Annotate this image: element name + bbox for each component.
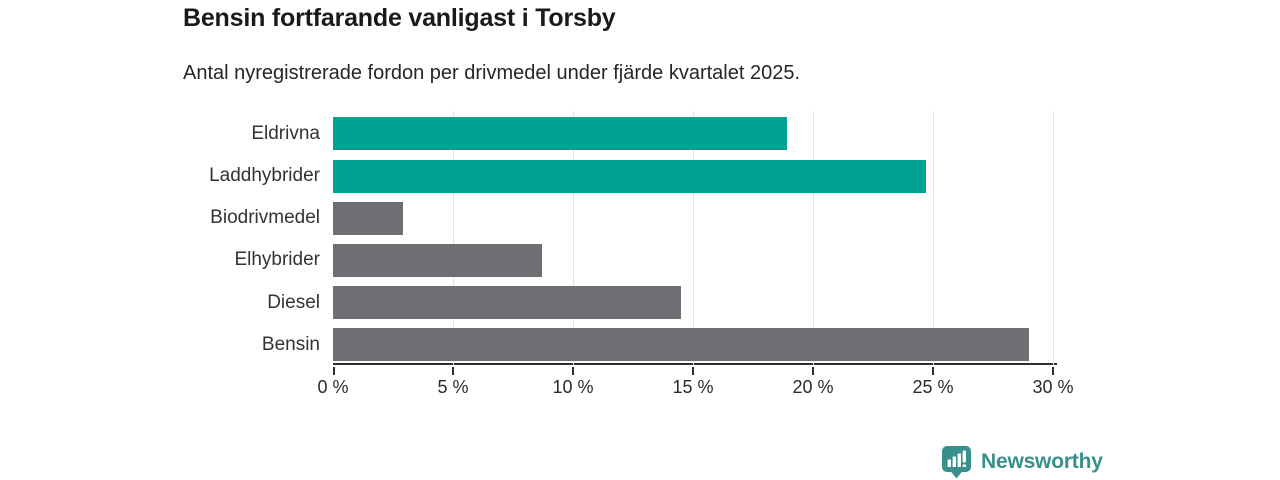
chart-subtitle: Antal nyregistrerade fordon per drivmede… — [183, 62, 801, 84]
x-axis-tick-label: 10 % — [552, 377, 594, 397]
brand-footer: Newsworthy — [941, 445, 1103, 479]
bar-diesel — [333, 286, 681, 320]
bar-biodrivmedel — [333, 201, 403, 235]
bar-elhybrider — [333, 243, 542, 277]
x-axis-tick-label: 5 % — [437, 377, 469, 397]
category-label: Elhybrider — [234, 249, 320, 271]
x-axis-tick-label: 0 % — [317, 377, 349, 397]
category-label: Laddhybrider — [209, 165, 320, 186]
x-axis-tick — [333, 367, 335, 375]
brand-name: Newsworthy — [981, 450, 1103, 473]
x-axis-tick — [932, 367, 934, 375]
plot-area: 0 % 5 % 10 % 15 % 20 % 25 % 30 % — [317, 111, 1074, 397]
category-label: Biodrivmedel — [210, 207, 320, 229]
x-axis-tick — [692, 367, 694, 375]
gridline — [453, 111, 454, 365]
bar-eldrivna — [333, 117, 787, 151]
x-axis-tick-label: 25 % — [912, 377, 954, 397]
x-axis-tick-label: 20 % — [792, 377, 834, 397]
bar-chart-speech-bubble-icon — [942, 446, 971, 479]
gridline — [1053, 111, 1054, 365]
category-label: Eldrivna — [251, 122, 320, 144]
x-axis-tick — [572, 367, 574, 375]
x-axis-tick — [812, 367, 814, 375]
chart-title: Bensin fortfarande vanligast i Torsby — [183, 4, 616, 32]
bar-laddhybrider — [333, 159, 926, 193]
x-axis-tick — [452, 367, 454, 375]
category-label: Bensin — [261, 333, 320, 355]
bar-bensin — [333, 328, 1029, 362]
gridline — [933, 111, 934, 365]
x-axis-tick-label: 15 % — [672, 377, 714, 397]
category-label: Diesel — [267, 291, 320, 313]
gridline — [693, 111, 694, 365]
gridline — [813, 111, 814, 365]
category-axis: Eldrivna Laddhybrider Biodrivmedel Elhybrid… — [0, 111, 320, 365]
x-axis-tick-label: 30 % — [1032, 377, 1074, 397]
x-axis-tick — [1052, 367, 1054, 375]
gridline — [573, 111, 574, 365]
